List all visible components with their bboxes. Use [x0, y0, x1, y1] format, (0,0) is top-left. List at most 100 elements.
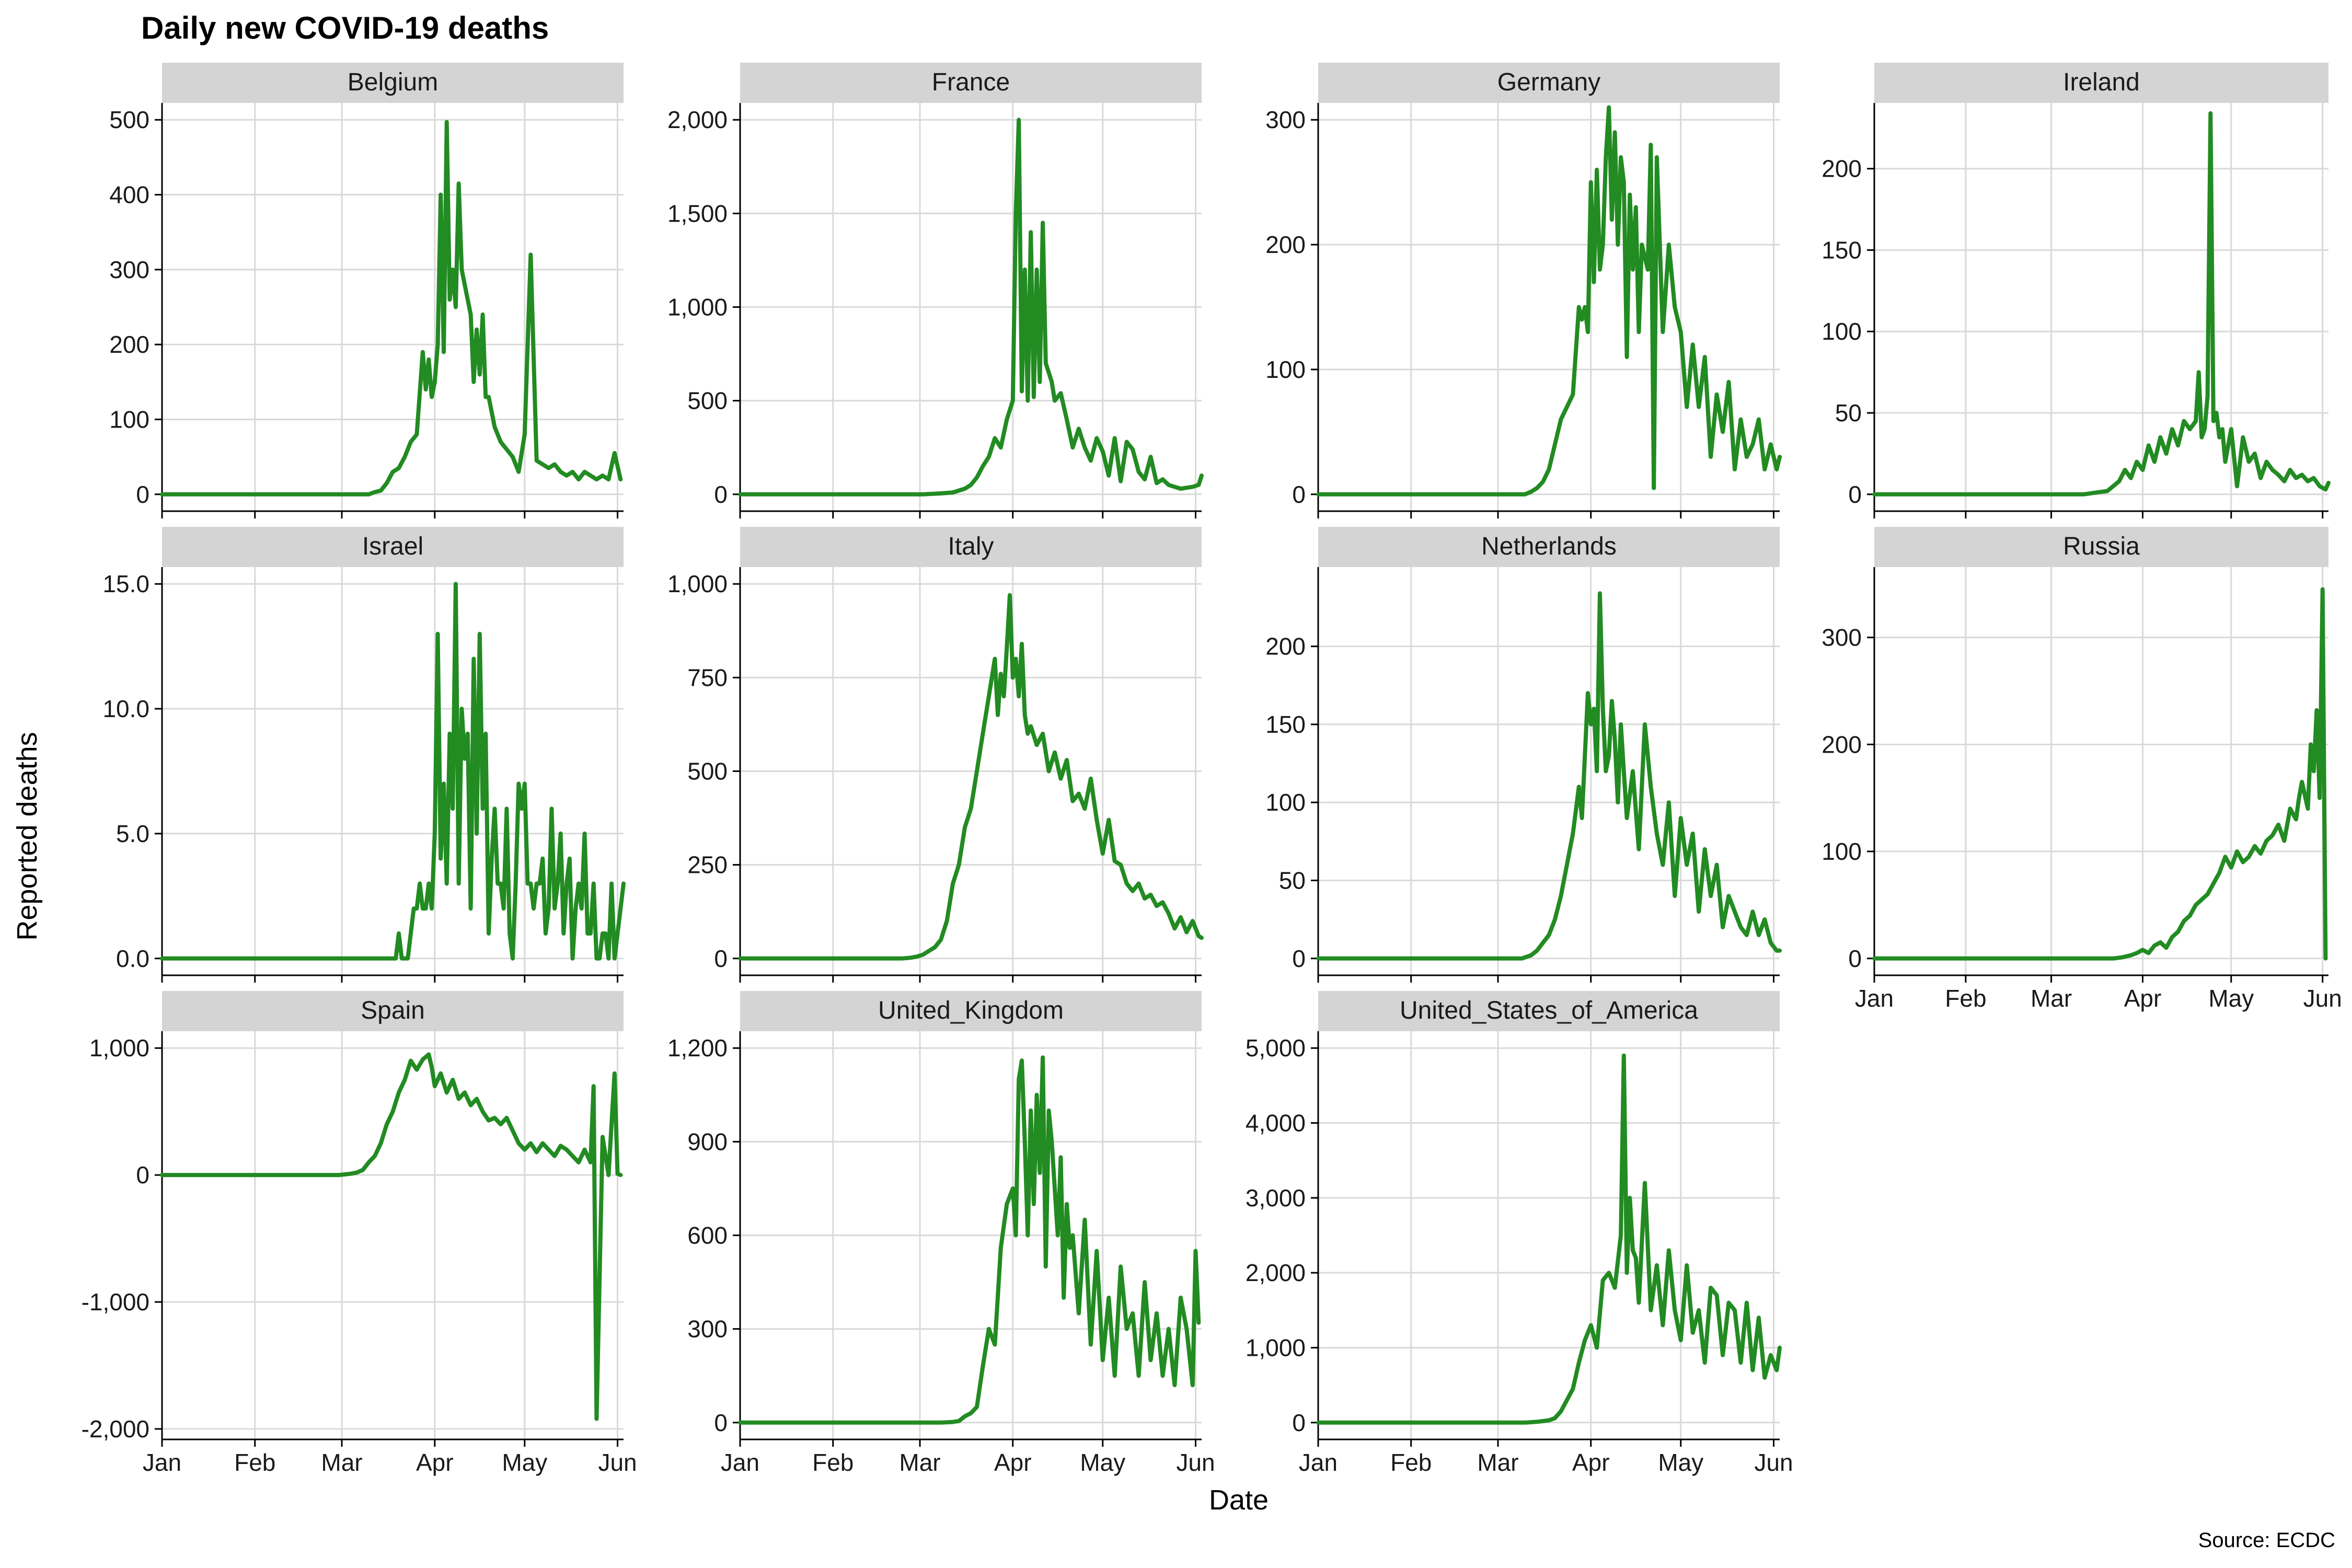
x-tick-label: Mar — [1477, 1449, 1518, 1476]
series-line — [1316, 1053, 1782, 1425]
facet-strip — [1318, 527, 1780, 567]
y-tick-label: 300 — [109, 256, 149, 283]
y-tick-label: 300 — [687, 1316, 728, 1343]
y-tick-label: -1,000 — [82, 1288, 149, 1316]
y-tick-label: 4,000 — [1246, 1110, 1306, 1137]
y-tick-label: 200 — [1265, 231, 1306, 258]
gridlines — [739, 567, 1202, 975]
gridlines — [161, 103, 624, 511]
facet-strip-label: Spain — [361, 997, 425, 1024]
facet-strip — [1318, 63, 1780, 103]
y-tick-label: 0.0 — [116, 945, 149, 972]
y-tick-label: 0 — [1292, 945, 1306, 972]
x-tick-label: Apr — [2124, 985, 2162, 1012]
x-tick-label: Jun — [598, 1449, 637, 1476]
y-tick-label: 50 — [1279, 867, 1306, 894]
panel-france: France 0 500 1,000 1,500 2,000 — [667, 63, 1204, 518]
facet-strip — [162, 63, 624, 103]
x-tick-label: Feb — [1945, 985, 1986, 1012]
panel-israel: Israel 0.0 5.0 10.0 15.0 — [102, 527, 626, 983]
y-tick-label: 100 — [1265, 789, 1306, 816]
series-line — [738, 593, 1204, 961]
y-tick-label: 150 — [1265, 711, 1306, 738]
panel-united-states-of-america: United_States_of_America 0 1,000 2,000 3,000… — [1246, 991, 1793, 1476]
gridlines — [1873, 567, 2328, 975]
panel-ireland: Ireland 0 50 100 150 200 — [1821, 63, 2331, 518]
x-tick-label: Jan — [721, 1449, 759, 1476]
x-tick-label: Jun — [2303, 985, 2342, 1012]
facet-strip — [740, 991, 1202, 1031]
x-tick-label: Feb — [234, 1449, 275, 1476]
x-tick-label: Mar — [899, 1449, 940, 1476]
x-tick-label: Jan — [1855, 985, 1894, 1012]
y-tick-label: 0 — [714, 481, 728, 508]
x-tick-label: Jan — [1299, 1449, 1338, 1476]
x-tick-label: May — [2208, 985, 2254, 1012]
source-caption: Source: ECDC — [2198, 1529, 2335, 1552]
x-tick-label: Mar — [321, 1449, 362, 1476]
series-line — [160, 582, 626, 961]
panel-netherlands: Netherlands 0 50 100 150 200 — [1265, 527, 1782, 983]
y-tick-label: 100 — [1265, 356, 1306, 383]
gridlines — [161, 1031, 624, 1439]
y-tick-label: 1,500 — [667, 200, 728, 227]
x-tick-label: Feb — [1390, 1449, 1432, 1476]
facet-strip-label: Netherlands — [1481, 533, 1617, 560]
facet-strip — [1874, 527, 2328, 567]
x-tick-label: Apr — [416, 1449, 454, 1476]
x-tick-label: Apr — [1572, 1449, 1610, 1476]
y-tick-label: 900 — [687, 1128, 728, 1155]
y-tick-label: 0 — [136, 481, 149, 508]
panel-italy: Italy 0 250 500 750 1,000 — [667, 527, 1204, 983]
facet-strip — [1318, 991, 1780, 1031]
facet-strip-label: France — [932, 68, 1010, 96]
x-tick-label: Jun — [1754, 1449, 1793, 1476]
panel-belgium: Belgium 0 100 200 300 400 500 — [109, 63, 624, 518]
y-tick-label: 1,000 — [89, 1034, 149, 1062]
y-tick-label: 300 — [1265, 106, 1306, 133]
y-tick-label: 300 — [1821, 624, 1862, 651]
panel-germany: Germany 0 100 200 300 — [1265, 63, 1782, 518]
y-tick-label: 0 — [1848, 945, 1862, 972]
gridlines — [161, 567, 624, 975]
gridlines — [1317, 1031, 1780, 1439]
y-tick-label: 2,000 — [1246, 1259, 1306, 1286]
facet-strip — [162, 527, 624, 567]
y-tick-label: 100 — [1821, 318, 1862, 345]
x-tick-label: May — [1080, 1449, 1125, 1476]
x-tick-label: Feb — [812, 1449, 854, 1476]
x-axis-title: Date — [1209, 1484, 1269, 1516]
y-tick-label: 2,000 — [667, 106, 728, 133]
y-tick-label: 750 — [687, 664, 728, 691]
y-tick-label: 500 — [109, 106, 149, 133]
facet-strip-label: Israel — [362, 533, 423, 560]
y-tick-label: 200 — [1821, 155, 1862, 182]
y-tick-label: 0 — [714, 945, 728, 972]
y-axis-title: Reported deaths — [11, 732, 43, 940]
y-tick-label: 600 — [687, 1222, 728, 1249]
y-tick-label: 1,000 — [1246, 1334, 1306, 1361]
y-tick-label: 400 — [109, 181, 149, 209]
y-tick-label: 10.0 — [102, 695, 149, 722]
x-tick-label: Jun — [1176, 1449, 1215, 1476]
facet-strip-label: Ireland — [2063, 68, 2140, 96]
y-tick-label: 5,000 — [1246, 1034, 1306, 1062]
y-tick-label: 0 — [1848, 481, 1862, 508]
facet-strip-label: United_States_of_America — [1400, 997, 1698, 1024]
series-line — [738, 118, 1204, 497]
series-line — [160, 120, 623, 497]
y-tick-label: 100 — [109, 406, 149, 433]
y-tick-label: 0 — [136, 1161, 149, 1189]
y-tick-label: 1,000 — [667, 294, 728, 321]
series-line — [738, 1055, 1201, 1425]
y-tick-label: 50 — [1835, 399, 1862, 426]
facet-strip-label: Belgium — [348, 68, 438, 96]
y-tick-label: 5.0 — [116, 820, 149, 847]
y-tick-label: 500 — [687, 387, 728, 414]
x-tick-label: Apr — [994, 1449, 1032, 1476]
y-tick-label: 500 — [687, 758, 728, 785]
y-tick-label: 200 — [1821, 731, 1862, 758]
series-line — [160, 1052, 623, 1421]
facet-strip — [162, 991, 624, 1031]
